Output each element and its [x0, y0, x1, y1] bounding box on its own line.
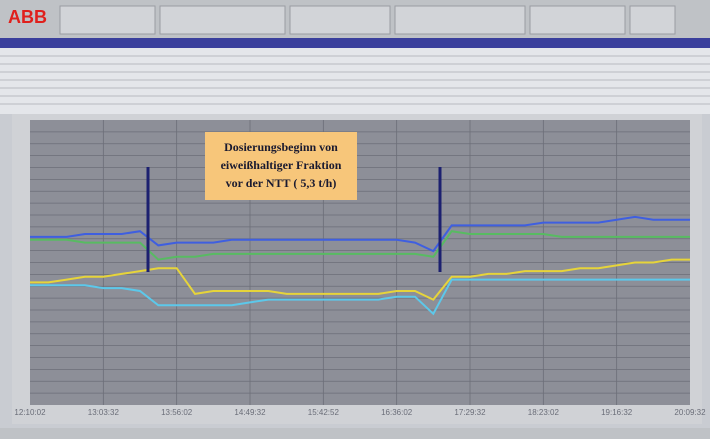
x-tick-label: 18:23:02	[528, 408, 560, 417]
annotation-text: eiweißhaltiger Fraktion	[221, 158, 342, 172]
title-bar	[0, 38, 710, 48]
status-bar	[0, 428, 710, 439]
annotation: Dosierungsbeginn von eiweißhaltiger Frakt…	[221, 140, 342, 190]
x-tick-label: 13:56:02	[161, 408, 193, 417]
logo: ABB	[8, 7, 47, 27]
annotation-text: vor der NTT ( 5,3 t/h)	[226, 176, 337, 190]
x-tick-label: 13:03:32	[88, 408, 120, 417]
x-tick-label: 19:16:32	[601, 408, 633, 417]
toolbar-buttons	[60, 6, 675, 34]
x-tick-label: 14:49:32	[234, 408, 266, 417]
screen: ABB Dosierungsbeginn von eiweißhaltiger F…	[0, 0, 710, 439]
x-tick-label: 12:10:02	[14, 408, 46, 417]
annotation-text: Dosierungsbeginn von	[224, 140, 338, 154]
x-tick-label: 15:42:52	[308, 408, 340, 417]
x-tick-label: 17:29:32	[454, 408, 486, 417]
x-tick-label: 16:36:02	[381, 408, 413, 417]
x-tick-label: 20:09:32	[674, 408, 706, 417]
